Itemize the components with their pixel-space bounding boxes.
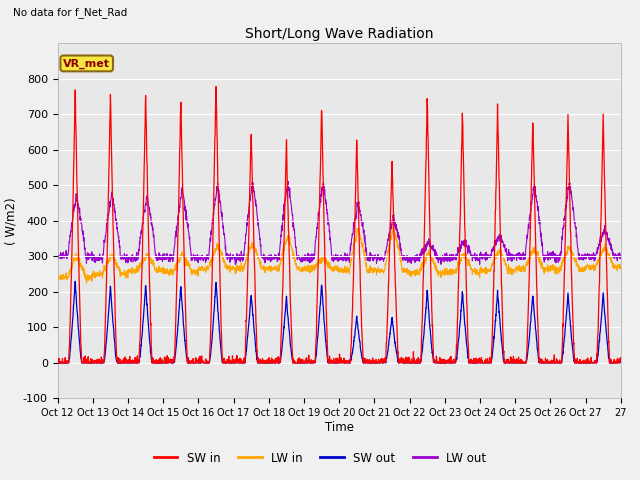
Text: VR_met: VR_met xyxy=(63,58,110,69)
Text: No data for f_Net_Rad: No data for f_Net_Rad xyxy=(13,7,127,18)
Legend: SW in, LW in, SW out, LW out: SW in, LW in, SW out, LW out xyxy=(149,447,491,469)
X-axis label: Time: Time xyxy=(324,421,354,434)
Title: Short/Long Wave Radiation: Short/Long Wave Radiation xyxy=(245,27,433,41)
Y-axis label: ( W/m2): ( W/m2) xyxy=(4,197,17,245)
